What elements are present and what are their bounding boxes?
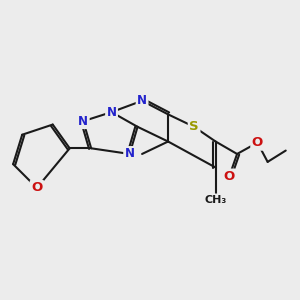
Text: N: N <box>124 148 135 160</box>
Text: N: N <box>106 106 116 118</box>
Text: O: O <box>31 182 43 194</box>
Text: O: O <box>252 136 263 149</box>
Text: O: O <box>224 170 235 183</box>
Text: CH₃: CH₃ <box>205 195 227 205</box>
Text: S: S <box>189 120 199 133</box>
Text: N: N <box>137 94 147 107</box>
Text: N: N <box>78 115 88 128</box>
